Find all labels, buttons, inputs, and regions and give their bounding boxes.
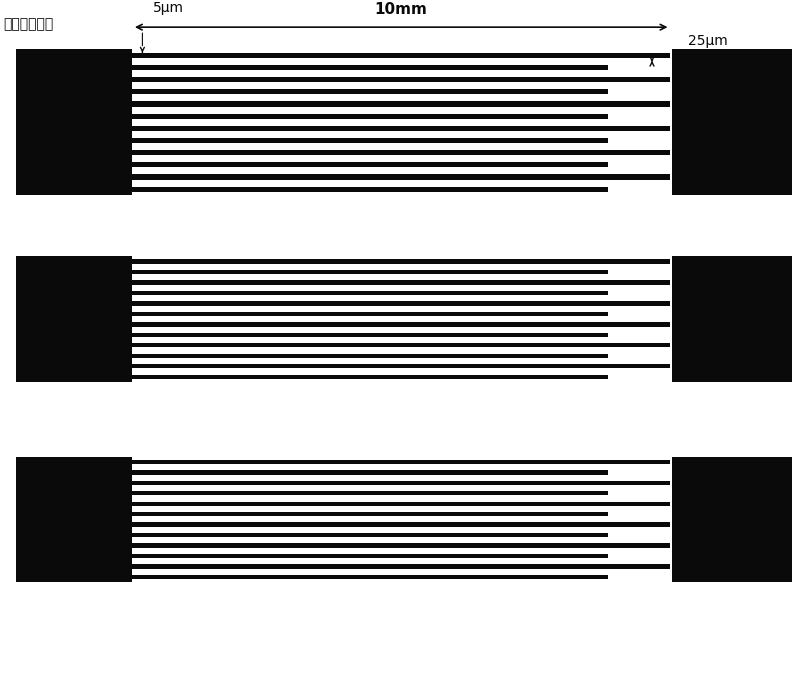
Bar (16, 456, 792, 583)
Bar (672, 456, 792, 583)
Bar (132, 259, 670, 263)
Bar (132, 491, 608, 496)
Bar (132, 77, 670, 82)
Bar (132, 364, 670, 369)
Bar (132, 322, 670, 327)
Bar (132, 512, 608, 517)
Bar (132, 101, 670, 107)
Bar (16, 456, 132, 583)
Bar (132, 502, 670, 506)
Bar (132, 543, 670, 548)
Text: 5μm: 5μm (153, 1, 183, 15)
Bar (132, 126, 670, 131)
Text: 连接用電極部: 连接用電極部 (3, 17, 54, 31)
Bar (132, 65, 608, 70)
Bar (16, 50, 792, 196)
Bar (132, 113, 608, 119)
Bar (132, 270, 608, 274)
Bar (132, 280, 670, 285)
Text: 10mm: 10mm (374, 2, 428, 17)
Text: 25μm: 25μm (688, 34, 728, 48)
Bar (132, 522, 670, 527)
Bar (132, 343, 670, 348)
Bar (672, 256, 792, 382)
Bar (132, 354, 608, 358)
Bar (132, 150, 670, 155)
Bar (132, 138, 608, 143)
Bar (132, 175, 670, 179)
Bar (132, 481, 670, 485)
Bar (132, 575, 608, 579)
Bar (16, 256, 792, 382)
Bar (16, 50, 132, 196)
Bar (132, 564, 670, 569)
Bar (132, 162, 608, 167)
Bar (132, 533, 608, 537)
Bar (672, 50, 792, 196)
Bar (132, 301, 670, 306)
Bar (132, 460, 670, 464)
Bar (132, 333, 608, 337)
Bar (132, 470, 608, 475)
Bar (132, 375, 608, 379)
Bar (132, 187, 608, 191)
Bar (16, 256, 132, 382)
Bar (132, 291, 608, 295)
Bar (132, 312, 608, 316)
Bar (132, 89, 608, 94)
Bar (132, 554, 608, 558)
Bar (132, 53, 670, 58)
